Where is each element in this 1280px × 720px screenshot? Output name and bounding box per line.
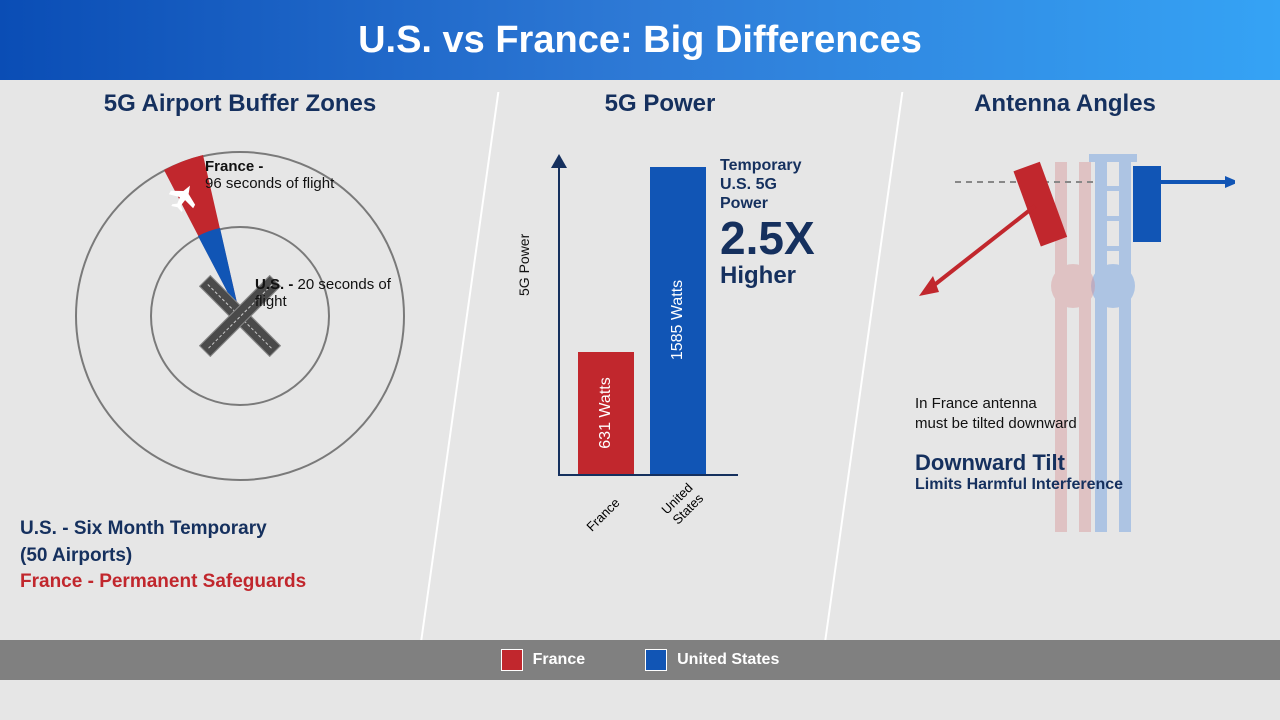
buffer-bottom-text: U.S. - Six Month Temporary (50 Airports)…: [20, 516, 460, 596]
panel-title-power: 5G Power: [460, 90, 860, 118]
bar-france-value: 631 Watts: [597, 377, 615, 448]
legend-us-label: United States: [677, 651, 779, 669]
panel-title-antenna: Antenna Angles: [870, 90, 1260, 118]
buffer-diagram: France - 96 seconds of flight U.S. - 20 …: [60, 136, 420, 496]
legend-footer: France United States: [0, 640, 1280, 680]
power-callout: Temporary U.S. 5G Power 2.5X Higher: [720, 156, 815, 291]
panel-5g-power: 5G Power 5G Power 631 Watts 1585 Watts F…: [460, 90, 860, 660]
xlabel-france: France: [577, 495, 623, 541]
legend-france-label: France: [533, 651, 585, 669]
bar-us: 1585 Watts: [650, 167, 706, 474]
power-chart: 5G Power 631 Watts 1585 Watts France Uni…: [510, 136, 810, 516]
us-buffer-label: U.S. - 20 seconds of flight: [255, 276, 420, 310]
antenna-diagram: In France antenna must be tilted downwar…: [895, 136, 1235, 516]
legend-france: France: [501, 649, 585, 671]
swatch-france: [501, 649, 523, 671]
panel-antenna-angles: Antenna Angles: [870, 90, 1260, 660]
swatch-us: [645, 649, 667, 671]
legend-us: United States: [645, 649, 779, 671]
france-buffer-label: France - 96 seconds of flight: [205, 158, 334, 192]
panel-buffer-zones: 5G Airport Buffer Zones: [20, 90, 460, 660]
us-policy-text: U.S. - Six Month Temporary (50 Airports): [20, 516, 460, 569]
antenna-conclusion: Downward Tilt Limits Harmful Interferenc…: [915, 450, 1123, 494]
panel-title-buffer: 5G Airport Buffer Zones: [20, 90, 460, 118]
france-beam-arrow: [933, 206, 1035, 286]
xlabel-us: United States: [646, 480, 706, 540]
bar-us-value: 1585 Watts: [669, 280, 687, 360]
antenna-note: In France antenna must be tilted downwar…: [915, 394, 1077, 433]
x-axis: [558, 474, 738, 476]
us-antenna-panel: [1133, 166, 1161, 242]
content-area: 5G Airport Buffer Zones: [0, 80, 1280, 680]
header-banner: U.S. vs France: Big Differences: [0, 0, 1280, 80]
france-policy-text: France - Permanent Safeguards: [20, 569, 460, 596]
y-axis-label: 5G Power: [516, 234, 532, 296]
france-beam-arrowhead-icon: [919, 276, 939, 296]
page-title: U.S. vs France: Big Differences: [358, 19, 922, 62]
bar-france: 631 Watts: [578, 352, 634, 474]
y-axis: [558, 156, 560, 476]
us-beam-arrowhead-icon: [1225, 176, 1235, 188]
